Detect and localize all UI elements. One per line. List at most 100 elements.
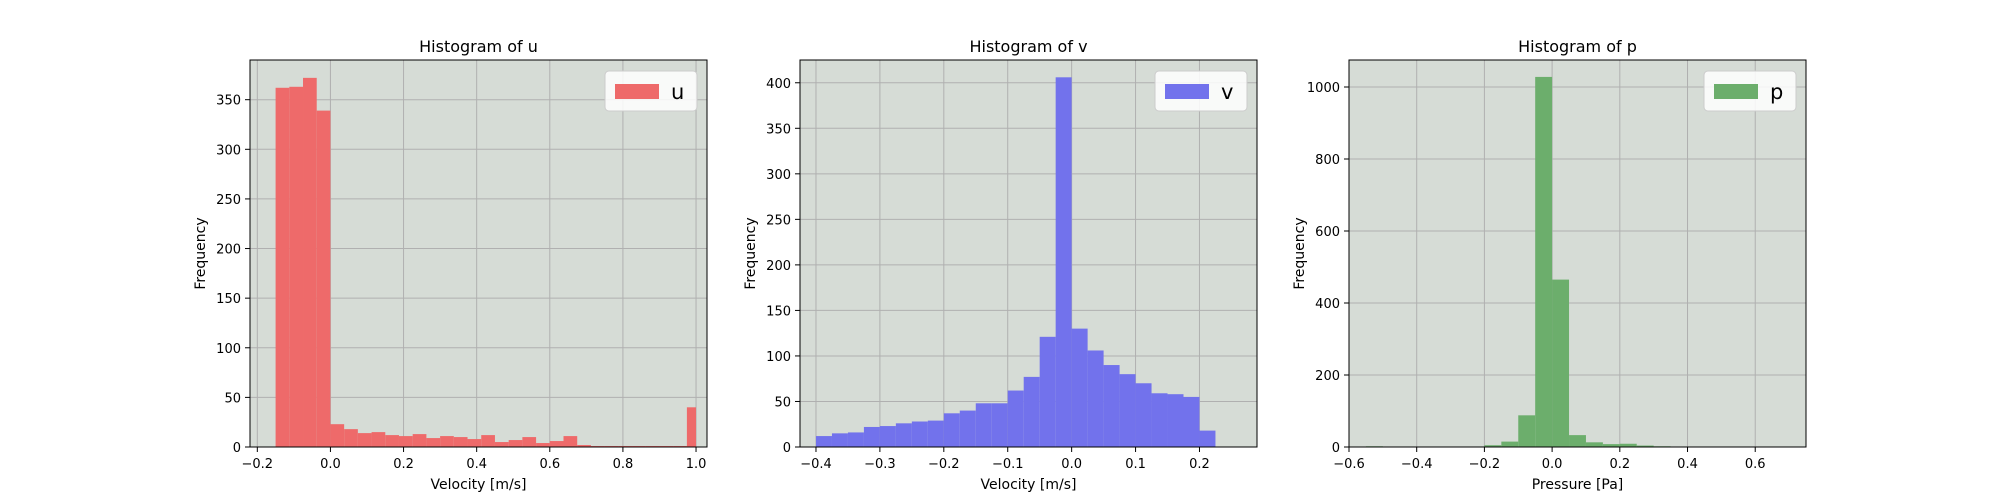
legend: v xyxy=(1154,70,1248,112)
bar-18 xyxy=(1103,365,1120,447)
x-tick-label-2: −0.2 xyxy=(928,457,960,472)
x-tick-label-4: 0.0 xyxy=(1061,457,1082,472)
bar-7 xyxy=(927,420,944,447)
y-tick-label-5: 1000 xyxy=(1307,81,1340,96)
y-tick-label-2: 100 xyxy=(766,350,791,365)
y-tick-label-0: 0 xyxy=(783,441,791,456)
bar-10 xyxy=(412,434,427,447)
y-tick-label-6: 300 xyxy=(216,143,241,158)
bar-5 xyxy=(895,423,912,447)
bar-15 xyxy=(1619,443,1637,447)
bar-30 xyxy=(686,407,697,447)
y-tick-label-1: 200 xyxy=(1315,369,1340,384)
legend-label: u xyxy=(671,80,684,104)
y-tick-label-1: 50 xyxy=(224,391,241,406)
bar-2 xyxy=(847,432,864,447)
bars xyxy=(1365,76,1790,448)
x-tick-label-6: 1.0 xyxy=(686,457,707,472)
bar-15 xyxy=(481,435,495,447)
x-tick-label-1: 0.0 xyxy=(320,457,341,472)
legend-swatch xyxy=(1714,84,1758,99)
y-tick-label-4: 800 xyxy=(1315,153,1340,168)
y-tick-label-0: 0 xyxy=(1332,441,1340,456)
bar-0 xyxy=(275,87,290,448)
legend-label: v xyxy=(1221,80,1233,104)
y-tick-label-5: 250 xyxy=(216,193,241,208)
y-tick-label-7: 350 xyxy=(766,122,791,137)
bar-10 xyxy=(1535,76,1553,448)
y-axis-label: Frequency xyxy=(193,217,209,289)
bar-11 xyxy=(991,403,1008,447)
bar-16 xyxy=(1636,445,1654,447)
bar-10 xyxy=(975,403,992,447)
bar-12 xyxy=(440,436,454,447)
bar-12 xyxy=(1569,435,1586,447)
y-tick-label-6: 300 xyxy=(766,168,791,183)
bar-18 xyxy=(522,437,537,447)
bar-8 xyxy=(943,413,960,447)
x-tick-label-6: 0.2 xyxy=(1189,457,1210,472)
bar-13 xyxy=(1585,442,1603,447)
y-axis-label: Frequency xyxy=(1292,217,1308,289)
bar-8 xyxy=(385,435,399,447)
bar-14 xyxy=(1602,444,1620,447)
x-tick-label-4: 0.2 xyxy=(1609,457,1630,472)
bar-9 xyxy=(959,410,976,447)
y-tick-label-0: 0 xyxy=(233,441,241,456)
bar-7 xyxy=(1484,445,1502,447)
bar-1 xyxy=(289,86,304,448)
x-tick-label-1: −0.4 xyxy=(1401,457,1433,472)
axes-frame xyxy=(249,59,708,448)
x-tick-label-5: 0.8 xyxy=(613,457,634,472)
legend-label: p xyxy=(1770,80,1783,104)
bar-0 xyxy=(815,436,832,447)
y-tick-label-7: 350 xyxy=(216,94,241,109)
x-tick-label-3: 0.0 xyxy=(1542,457,1563,472)
chart-1: −0.2 0.0 0.2 0.4 0.6 0.8 1.0 0 50 100 150 200 250 300… xyxy=(193,37,708,493)
bar-11 xyxy=(426,438,441,447)
bars xyxy=(815,77,1216,447)
y-tick-label-3: 600 xyxy=(1315,225,1340,240)
x-axis-label: Velocity [m/s] xyxy=(981,477,1077,493)
bar-23 xyxy=(1183,396,1200,447)
axes-frame xyxy=(799,59,1258,448)
y-tick-label-4: 200 xyxy=(216,243,241,258)
x-tick-label-1: −0.3 xyxy=(864,457,896,472)
chart-3: −0.6 −0.4 −0.2 0.0 0.2 0.4 0.6 0 200 400 600 800 100… xyxy=(1292,37,1807,493)
bar-20 xyxy=(549,441,564,447)
x-tick-label-0: −0.6 xyxy=(1333,457,1365,472)
x-axis-label: Velocity [m/s] xyxy=(431,477,527,493)
bar-4 xyxy=(879,426,896,447)
bar-1 xyxy=(831,433,848,447)
y-axis-label: Frequency xyxy=(743,217,759,289)
x-tick-label-5: 0.1 xyxy=(1125,457,1146,472)
bar-6 xyxy=(357,433,372,447)
legend-swatch xyxy=(615,84,659,99)
bar-3 xyxy=(316,110,331,447)
bar-24 xyxy=(1199,430,1216,447)
chart-title: Histogram of u xyxy=(419,37,538,56)
bar-22 xyxy=(577,445,591,447)
y-tick-label-3: 150 xyxy=(216,292,241,307)
x-tick-label-0: −0.4 xyxy=(800,457,832,472)
x-tick-label-2: 0.2 xyxy=(393,457,414,472)
bar-7 xyxy=(371,432,386,447)
bar-14 xyxy=(467,439,482,447)
bar-16 xyxy=(494,442,509,447)
x-tick-label-3: 0.4 xyxy=(466,457,487,472)
x-axis-label: Pressure [Pa] xyxy=(1532,477,1624,493)
bar-22 xyxy=(1167,394,1184,447)
y-tick-label-2: 400 xyxy=(1315,297,1340,312)
plot-background xyxy=(1349,60,1806,447)
x-tick-label-4: 0.6 xyxy=(539,457,560,472)
bar-16 xyxy=(1071,328,1088,447)
chart-title: Histogram of v xyxy=(969,37,1087,56)
legend: u xyxy=(604,70,698,112)
bar-9 xyxy=(1518,415,1536,447)
x-tick-label-5: 0.4 xyxy=(1677,457,1698,472)
x-tick-label-6: 0.6 xyxy=(1745,457,1766,472)
bar-19 xyxy=(1119,374,1136,447)
legend: p xyxy=(1703,70,1797,112)
y-tick-label-3: 150 xyxy=(766,304,791,319)
